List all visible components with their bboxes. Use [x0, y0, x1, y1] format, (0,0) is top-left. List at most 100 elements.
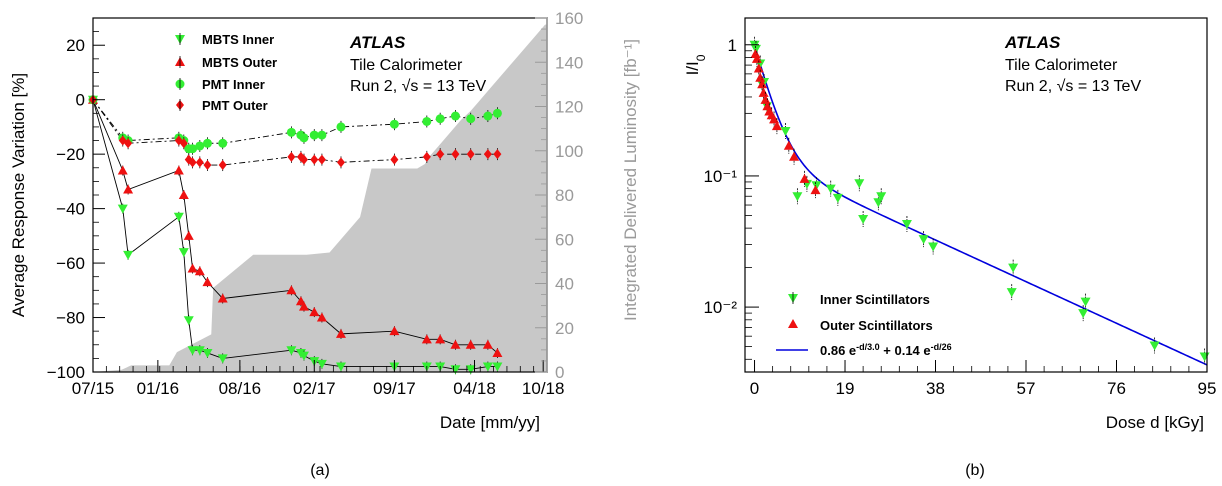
legend-label: Outer Scintillators — [820, 318, 933, 333]
y-right-tick-label: 40 — [555, 275, 574, 294]
y-right-tick-label: 80 — [555, 186, 574, 205]
y-right-tick-label: 100 — [555, 142, 583, 161]
data-point-pmt-outer — [390, 154, 399, 165]
data-point-mbts-outer — [178, 190, 189, 199]
data-point-pmt-inner — [309, 130, 319, 140]
data-point-pmt-outer — [493, 149, 502, 160]
data-point-pmt-inner — [202, 138, 212, 148]
data-point-mbts-inner — [187, 346, 198, 356]
data-point-mbts-outer — [435, 334, 446, 344]
data-point-pmt-inner — [450, 111, 460, 121]
data-point-mbts-outer — [421, 334, 432, 344]
x-tick-label: 09/17 — [373, 379, 416, 398]
data-point-mbts-inner — [173, 212, 184, 222]
data-point-mbts-inner — [178, 248, 189, 258]
data-point-inner-scintillators — [750, 44, 761, 54]
panel-a-caption: (a) — [310, 462, 330, 479]
data-point-pmt-outer — [124, 138, 133, 149]
data-point-pmt-outer — [436, 149, 445, 160]
data-point-pmt-outer — [336, 157, 345, 168]
data-point-mbts-inner — [202, 348, 213, 358]
data-point-mbts-inner — [123, 250, 134, 260]
data-point-mbts-outer — [450, 339, 461, 349]
data-point-outer-scintillators — [753, 63, 764, 73]
data-point-mbts-outer — [309, 307, 320, 317]
data-point-pmt-inner — [299, 133, 309, 143]
y-tick-label: −80 — [56, 309, 85, 328]
data-point-pmt-inner — [422, 116, 432, 126]
legend-label: PMT Outer — [202, 98, 268, 113]
panel-a-atlas-label: ATLAS — [349, 33, 406, 52]
data-point-pmt-outer — [195, 157, 204, 168]
data-point-pmt-outer — [466, 149, 475, 160]
legend-label: PMT Inner — [202, 77, 265, 92]
data-point-mbts-outer — [482, 339, 493, 349]
panel-b: 0 19 38 57 76 95 1 10⁻¹ 10⁻² I/I0 Dose d [kGy] A… — [683, 17, 1216, 479]
panel-b-x-axis-title: Dose d [kGy] — [1106, 413, 1204, 432]
x-tick-label: 04/18 — [453, 379, 496, 398]
y-right-tick-label: 20 — [555, 319, 574, 338]
data-point-mbts-inner — [298, 351, 309, 361]
data-point-pmt-inner — [435, 114, 445, 124]
data-point-mbts-outer — [492, 347, 503, 357]
data-point-inner-scintillators — [1080, 297, 1091, 307]
data-point-inner-scintillators — [832, 193, 843, 203]
panel-a-legend: MBTS Inner MBTS Outer PMT Inner PMT Outer — [175, 32, 277, 113]
data-point-mbts-inner — [492, 362, 503, 372]
data-point-mbts-inner — [450, 365, 461, 375]
data-point-inner-scintillators — [811, 181, 822, 191]
panel-a-y-right-axis-title: Integrated Delivered Luminosity [fb⁻¹] — [621, 39, 640, 321]
y-tick-label: 10⁻² — [703, 298, 737, 317]
data-point-pmt-outer — [287, 151, 296, 162]
legend-label: MBTS Inner — [202, 32, 274, 47]
data-point-inner-scintillators — [918, 235, 929, 245]
data-point-mbts-outer — [389, 326, 400, 336]
data-point-pmt-outer — [451, 149, 460, 160]
x-tick-label: 07/15 — [72, 379, 115, 398]
data-point-pmt-inner — [483, 111, 493, 121]
x-tick-label: 19 — [836, 379, 855, 398]
panel-b-run-label: Run 2, √s = 13 TeV — [1005, 78, 1141, 95]
data-point-pmt-inner — [492, 108, 502, 118]
data-point-pmt-outer — [179, 138, 188, 149]
data-point-mbts-inner — [117, 204, 128, 214]
data-point-outer-scintillators — [760, 94, 771, 104]
panel-a-detector-label: Tile Calorimeter — [350, 57, 463, 74]
y-tick-label: −60 — [56, 254, 85, 273]
data-point-pmt-inner — [286, 127, 296, 137]
data-point-mbts-outer — [202, 277, 213, 287]
data-point-pmt-outer — [218, 160, 227, 171]
data-point-mbts-outer — [187, 263, 198, 273]
series-line-pmt-inner — [92, 99, 498, 150]
x-tick-label: 0 — [750, 379, 759, 398]
data-point-mbts-inner — [194, 346, 205, 356]
y-tick-label: 0 — [76, 91, 85, 110]
x-tick-label: 10/18 — [522, 379, 565, 398]
data-point-outer-scintillators — [771, 121, 782, 131]
panel-a-run-label: Run 2, √s = 13 TeV — [350, 78, 486, 95]
data-point-pmt-outer — [422, 151, 431, 162]
panel-b-y-axis-title: I/I0 — [683, 54, 708, 75]
panel-b-frame — [744, 17, 1208, 373]
data-point-pmt-outer — [310, 154, 319, 165]
data-point-inner-scintillators — [876, 192, 887, 202]
y-tick-label: −100 — [47, 363, 85, 382]
data-point-pmt-outer — [483, 149, 492, 160]
x-tick-label: 76 — [1107, 379, 1126, 398]
x-tick-label: 08/16 — [219, 379, 262, 398]
x-tick-label: 38 — [926, 379, 945, 398]
panel-a-x-axis-title: Date [mm/yy] — [440, 413, 540, 432]
data-point-mbts-inner — [465, 365, 476, 375]
data-point-inner-scintillators — [928, 242, 939, 252]
y-tick-label: 20 — [66, 36, 85, 55]
data-point-mbts-outer — [183, 230, 194, 240]
data-point-mbts-inner — [217, 354, 228, 364]
data-point-mbts-outer — [298, 301, 309, 311]
data-point-outer-scintillators — [757, 79, 768, 89]
data-point-mbts-outer — [335, 328, 346, 338]
panel-b-legend: Inner Scintillators Outer Scintillators 0.… — [776, 292, 952, 358]
data-point-mbts-outer — [465, 339, 476, 349]
panel-b-atlas-label: ATLAS — [1004, 33, 1061, 52]
legend-label: MBTS Outer — [202, 55, 277, 70]
data-point-pmt-inner — [389, 119, 399, 129]
